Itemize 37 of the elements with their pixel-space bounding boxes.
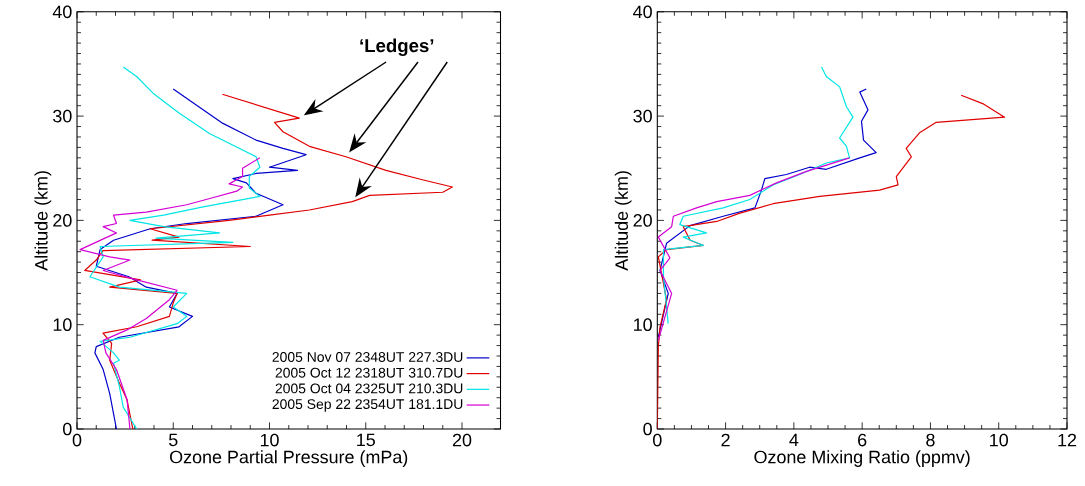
line-series (662, 66, 854, 325)
x-axis-title: Ozone Partial Pressure (mPa) (170, 450, 408, 467)
y-axis-title: Altitude (km) (34, 171, 52, 271)
x-axis-title: Ozone Mixing Ratio (ppmv) (754, 450, 970, 467)
y-tick-label: 40 (52, 5, 72, 19)
line-series (657, 88, 877, 338)
line-series (94, 88, 307, 429)
y-tick-label: 40 (633, 5, 652, 19)
y-tick-label: 30 (633, 109, 652, 123)
x-tick-label: 2 (721, 433, 730, 447)
x-tick-label: 8 (926, 433, 935, 447)
y-axis-title: Altitude (km) (614, 171, 632, 271)
y-tick-label: 20 (633, 214, 652, 227)
legend-label: 2005 Sep 22 2354UT 181.1DU (272, 399, 463, 412)
line-series (657, 157, 851, 341)
x-tick-label: 0 (653, 433, 662, 447)
x-tick-label: 10 (260, 433, 279, 447)
line-series (89, 66, 261, 429)
y-tick-label: 10 (53, 318, 72, 332)
x-tick-label: 6 (858, 433, 867, 447)
x-tick-label: 4 (789, 433, 799, 447)
x-tick-label: 5 (168, 433, 178, 447)
y-tick-label: 0 (643, 422, 652, 436)
line-series (79, 157, 261, 429)
x-tick-label: 0 (72, 433, 82, 447)
y-tick-label: 0 (63, 422, 72, 436)
annotation: ‘Ledges’ (360, 38, 434, 56)
legend-label: 2005 Oct 04 2325UT 210.3DU (275, 383, 463, 394)
x-tick-label: 15 (357, 433, 375, 447)
x-tick-label: 10 (990, 433, 1008, 447)
y-tick-label: 10 (634, 318, 652, 332)
legend-label: 2005 Oct 12 2318UT 310.7DU (275, 367, 463, 378)
x-tick-label: 12 (1058, 433, 1077, 447)
y-tick-label: 20 (53, 214, 72, 227)
y-tick-label: 30 (53, 109, 72, 123)
legend-label: 2005 Nov 07 2348UT 227.3DU (272, 352, 463, 362)
x-tick-label: 20 (452, 433, 472, 447)
